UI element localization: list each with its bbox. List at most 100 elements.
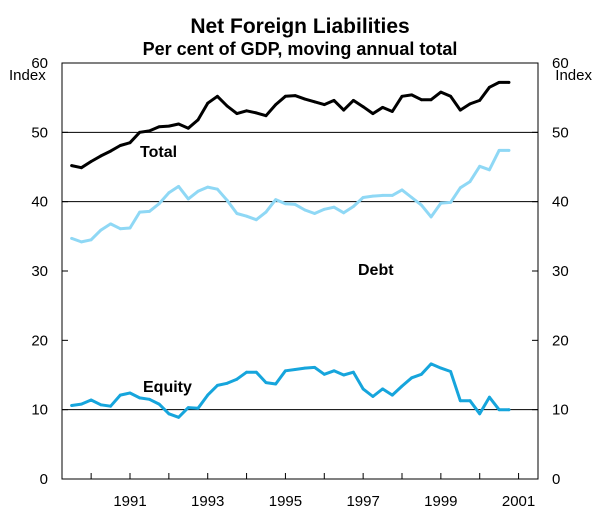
data-point-debt-11	[177, 185, 181, 188]
x-tick-label-1997: 1997	[346, 493, 379, 510]
data-point-debt-4	[109, 222, 112, 226]
data-point-equity-16	[225, 381, 229, 385]
data-point-total-39	[449, 94, 452, 98]
data-point-equity-30	[361, 387, 365, 391]
chart-title: Net Foreign Liabilities	[190, 15, 409, 38]
data-point-equity-44	[497, 408, 501, 412]
data-point-debt-9	[157, 202, 161, 206]
data-point-equity-33	[390, 393, 394, 397]
data-point-debt-25	[313, 212, 316, 215]
data-point-equity-41	[468, 399, 472, 403]
data-point-total-36	[420, 98, 423, 102]
chart-subtitle: Per cent of GDP, moving annual total	[143, 39, 458, 59]
data-point-total-4	[109, 149, 112, 153]
x-tick-label-1991: 1991	[113, 493, 146, 510]
data-point-debt-39	[449, 201, 452, 204]
data-point-total-0	[70, 164, 74, 168]
data-point-equity-26	[322, 372, 326, 376]
data-point-total-7	[138, 130, 142, 134]
data-point-equity-23	[293, 368, 297, 371]
data-point-equity-34	[400, 384, 404, 388]
data-point-equity-40	[458, 399, 462, 403]
data-point-equity-45	[507, 408, 511, 412]
data-point-equity-3	[99, 403, 103, 407]
data-point-debt-24	[303, 208, 307, 212]
series-label-equity: Equity	[143, 379, 192, 396]
data-point-debt-5	[118, 227, 122, 231]
data-point-equity-25	[313, 366, 316, 369]
data-point-total-26	[322, 103, 326, 106]
data-point-total-6	[128, 141, 132, 145]
data-point-equity-35	[410, 376, 414, 380]
x-tick-label-2001: 2001	[502, 493, 535, 510]
data-point-total-8	[148, 129, 151, 133]
data-point-total-27	[332, 99, 336, 102]
data-point-equity-43	[488, 395, 491, 399]
data-point-debt-3	[99, 228, 103, 232]
data-point-debt-10	[167, 191, 171, 195]
data-point-debt-43	[488, 168, 491, 172]
y-tick-label-left-10: 10	[31, 402, 48, 419]
data-point-total-12	[186, 126, 190, 130]
data-point-debt-22	[284, 202, 287, 206]
data-point-debt-36	[420, 203, 423, 207]
data-point-debt-23	[293, 203, 297, 206]
y-axis-label-right: Index	[555, 67, 592, 84]
data-point-debt-7	[138, 210, 142, 214]
x-tick-label-1993: 1993	[191, 493, 224, 510]
data-point-debt-27	[332, 205, 336, 209]
data-point-debt-16	[225, 198, 229, 202]
data-point-total-5	[118, 144, 122, 147]
y-axis-label-left: Index	[9, 67, 46, 84]
data-point-debt-42	[478, 164, 482, 168]
data-point-equity-42	[478, 412, 482, 416]
y-tick-label-left-60: 60	[31, 55, 48, 72]
data-point-total-20	[264, 114, 268, 118]
data-point-equity-31	[371, 395, 375, 398]
data-point-total-1	[80, 166, 83, 170]
data-point-total-43	[488, 85, 491, 89]
data-point-debt-0	[70, 237, 74, 240]
data-point-total-29	[352, 99, 355, 102]
data-point-equity-4	[109, 404, 112, 408]
data-point-total-15	[216, 94, 219, 98]
data-point-debt-35	[410, 196, 414, 199]
data-point-total-16	[225, 104, 229, 108]
data-point-debt-30	[361, 196, 365, 199]
data-point-debt-12	[186, 197, 190, 201]
data-point-equity-7	[138, 396, 142, 400]
y-tick-label-right-30: 30	[552, 263, 569, 280]
data-point-equity-32	[381, 387, 384, 391]
data-point-debt-40	[458, 186, 462, 190]
data-point-debt-6	[128, 226, 132, 230]
data-point-total-22	[284, 94, 287, 98]
data-point-total-2	[89, 160, 93, 163]
data-point-total-28	[342, 108, 346, 112]
data-point-equity-36	[420, 372, 423, 376]
data-point-equity-22	[284, 369, 287, 373]
data-point-debt-37	[429, 215, 433, 219]
data-point-equity-10	[167, 412, 171, 416]
data-point-debt-17	[235, 212, 239, 215]
data-point-debt-45	[507, 149, 511, 152]
y-tick-label-left-20: 20	[31, 332, 48, 349]
data-point-equity-1	[80, 402, 83, 406]
data-point-total-11	[177, 122, 181, 126]
data-point-equity-15	[216, 384, 219, 387]
data-point-equity-9	[157, 402, 161, 406]
data-point-equity-29	[352, 370, 355, 374]
data-point-total-40	[458, 108, 462, 112]
data-point-equity-0	[70, 404, 74, 407]
data-point-total-44	[497, 81, 501, 84]
data-point-total-38	[439, 90, 443, 94]
data-point-equity-21	[274, 382, 278, 386]
data-point-equity-19	[254, 370, 258, 374]
data-point-equity-13	[196, 406, 200, 410]
data-point-debt-20	[264, 210, 268, 214]
data-point-debt-32	[381, 194, 384, 197]
data-point-total-18	[245, 109, 249, 113]
data-point-total-41	[468, 102, 472, 106]
data-point-equity-38	[439, 366, 443, 370]
